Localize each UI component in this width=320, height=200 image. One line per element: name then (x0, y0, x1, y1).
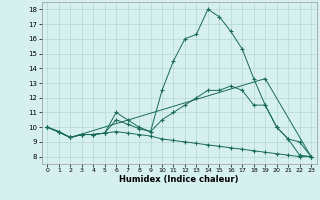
X-axis label: Humidex (Indice chaleur): Humidex (Indice chaleur) (119, 175, 239, 184)
